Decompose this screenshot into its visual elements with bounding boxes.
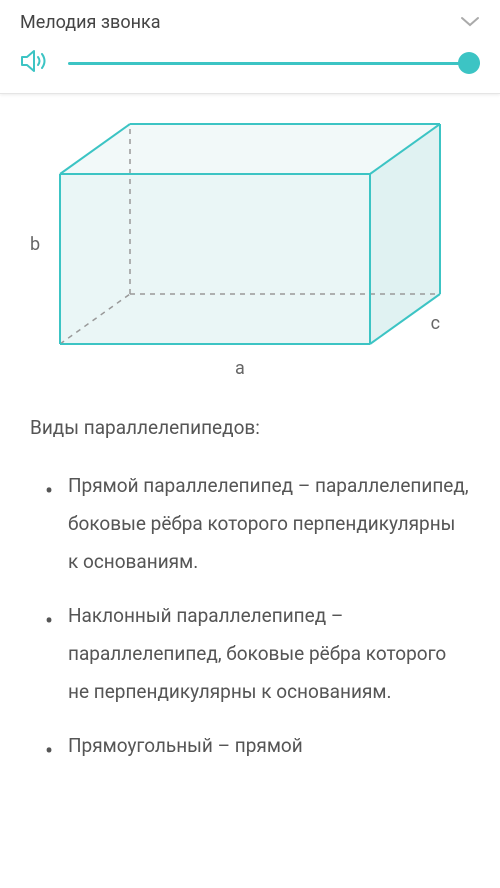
diagram-label-c: c bbox=[431, 313, 440, 334]
diagram-label-a: a bbox=[235, 358, 245, 379]
list-item: Наклонный параллелепипед – параллелепипе… bbox=[50, 597, 470, 711]
volume-slider[interactable] bbox=[68, 53, 480, 73]
parallelepiped-diagram: b a c bbox=[30, 114, 450, 374]
list-item: Прямоугольный – прямой bbox=[50, 727, 470, 765]
list-item: Прямой параллелепипед – параллелепипед, … bbox=[50, 467, 470, 581]
header-title-row: Мелодия звонка bbox=[20, 12, 480, 33]
header-title: Мелодия звонка bbox=[20, 12, 161, 33]
main-content: b a c Виды параллелепипедов: Прямой пара… bbox=[0, 94, 500, 801]
speaker-icon[interactable] bbox=[20, 49, 48, 77]
section-title: Виды параллелепипедов: bbox=[30, 414, 470, 443]
diagram-label-b: b bbox=[30, 234, 40, 255]
volume-control bbox=[20, 49, 480, 77]
chevron-down-icon[interactable] bbox=[460, 13, 480, 32]
slider-track bbox=[68, 62, 480, 65]
bullet-list: Прямой параллелепипед – параллелепипед, … bbox=[30, 467, 470, 765]
ringtone-header: Мелодия звонка bbox=[0, 0, 500, 94]
slider-thumb[interactable] bbox=[458, 52, 480, 74]
